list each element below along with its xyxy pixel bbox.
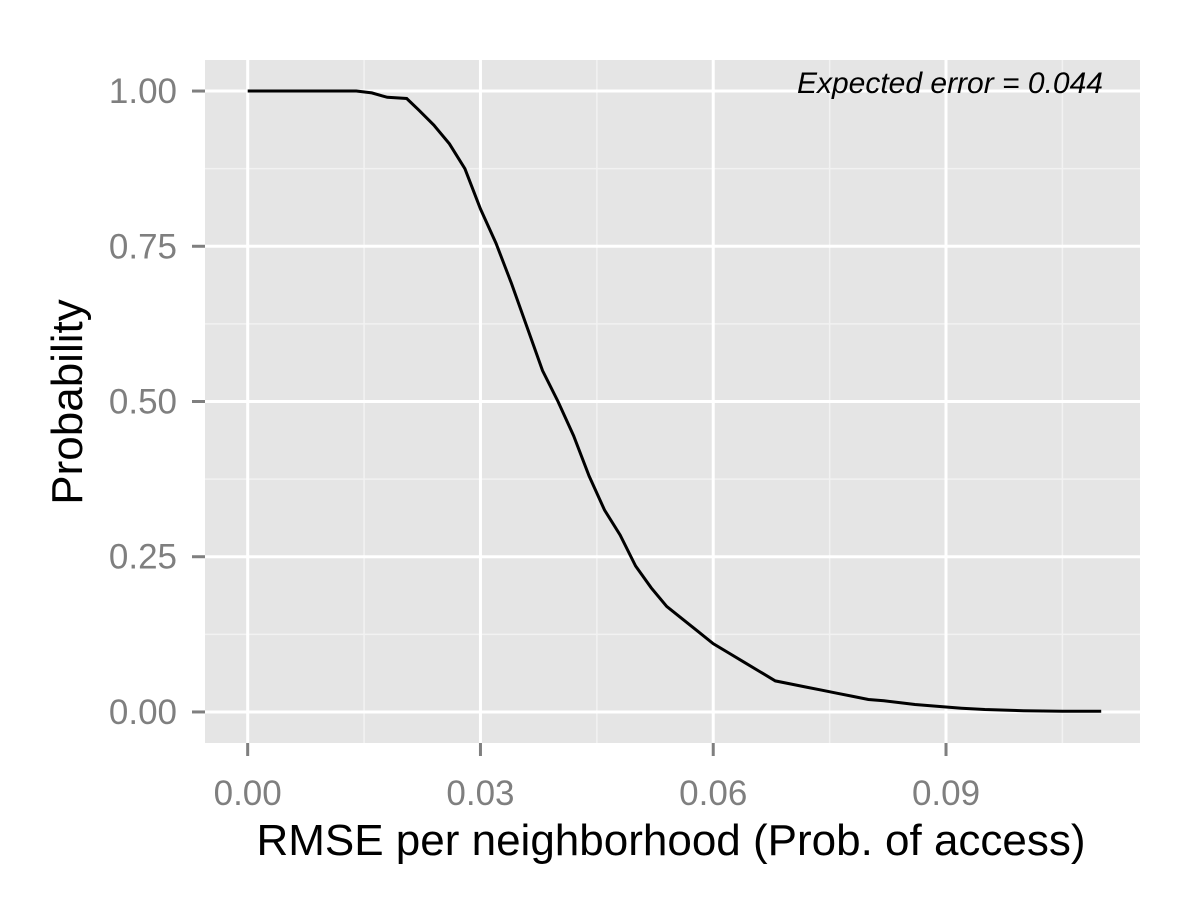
x-tick-label: 0.06 [679, 774, 747, 813]
axis-ticks [192, 89, 948, 756]
series-line [247, 89, 1102, 713]
annotation-expected-error: Expected error = 0.044 [797, 67, 1103, 100]
x-tick-label: 0.03 [446, 774, 514, 813]
y-tick-label: 1.00 [109, 72, 177, 111]
x-tick-label: 0.00 [214, 774, 282, 813]
y-tick-label: 0.25 [109, 538, 177, 577]
y-tick-label: 0.75 [109, 227, 177, 266]
x-tick-label: 0.09 [912, 774, 980, 813]
y-tick-label: 0.00 [109, 693, 177, 732]
major-gridlines [205, 60, 1140, 743]
axis-tick-labels: 0.00 0.03 0.06 0.09 0.00 0.25 0.50 0.75 1.00 [109, 72, 980, 813]
y-tick-label: 0.50 [109, 383, 177, 422]
y-axis-title: Probability [43, 299, 92, 504]
x-axis-title: RMSE per neighborhood (Prob. of access) [256, 816, 1085, 865]
